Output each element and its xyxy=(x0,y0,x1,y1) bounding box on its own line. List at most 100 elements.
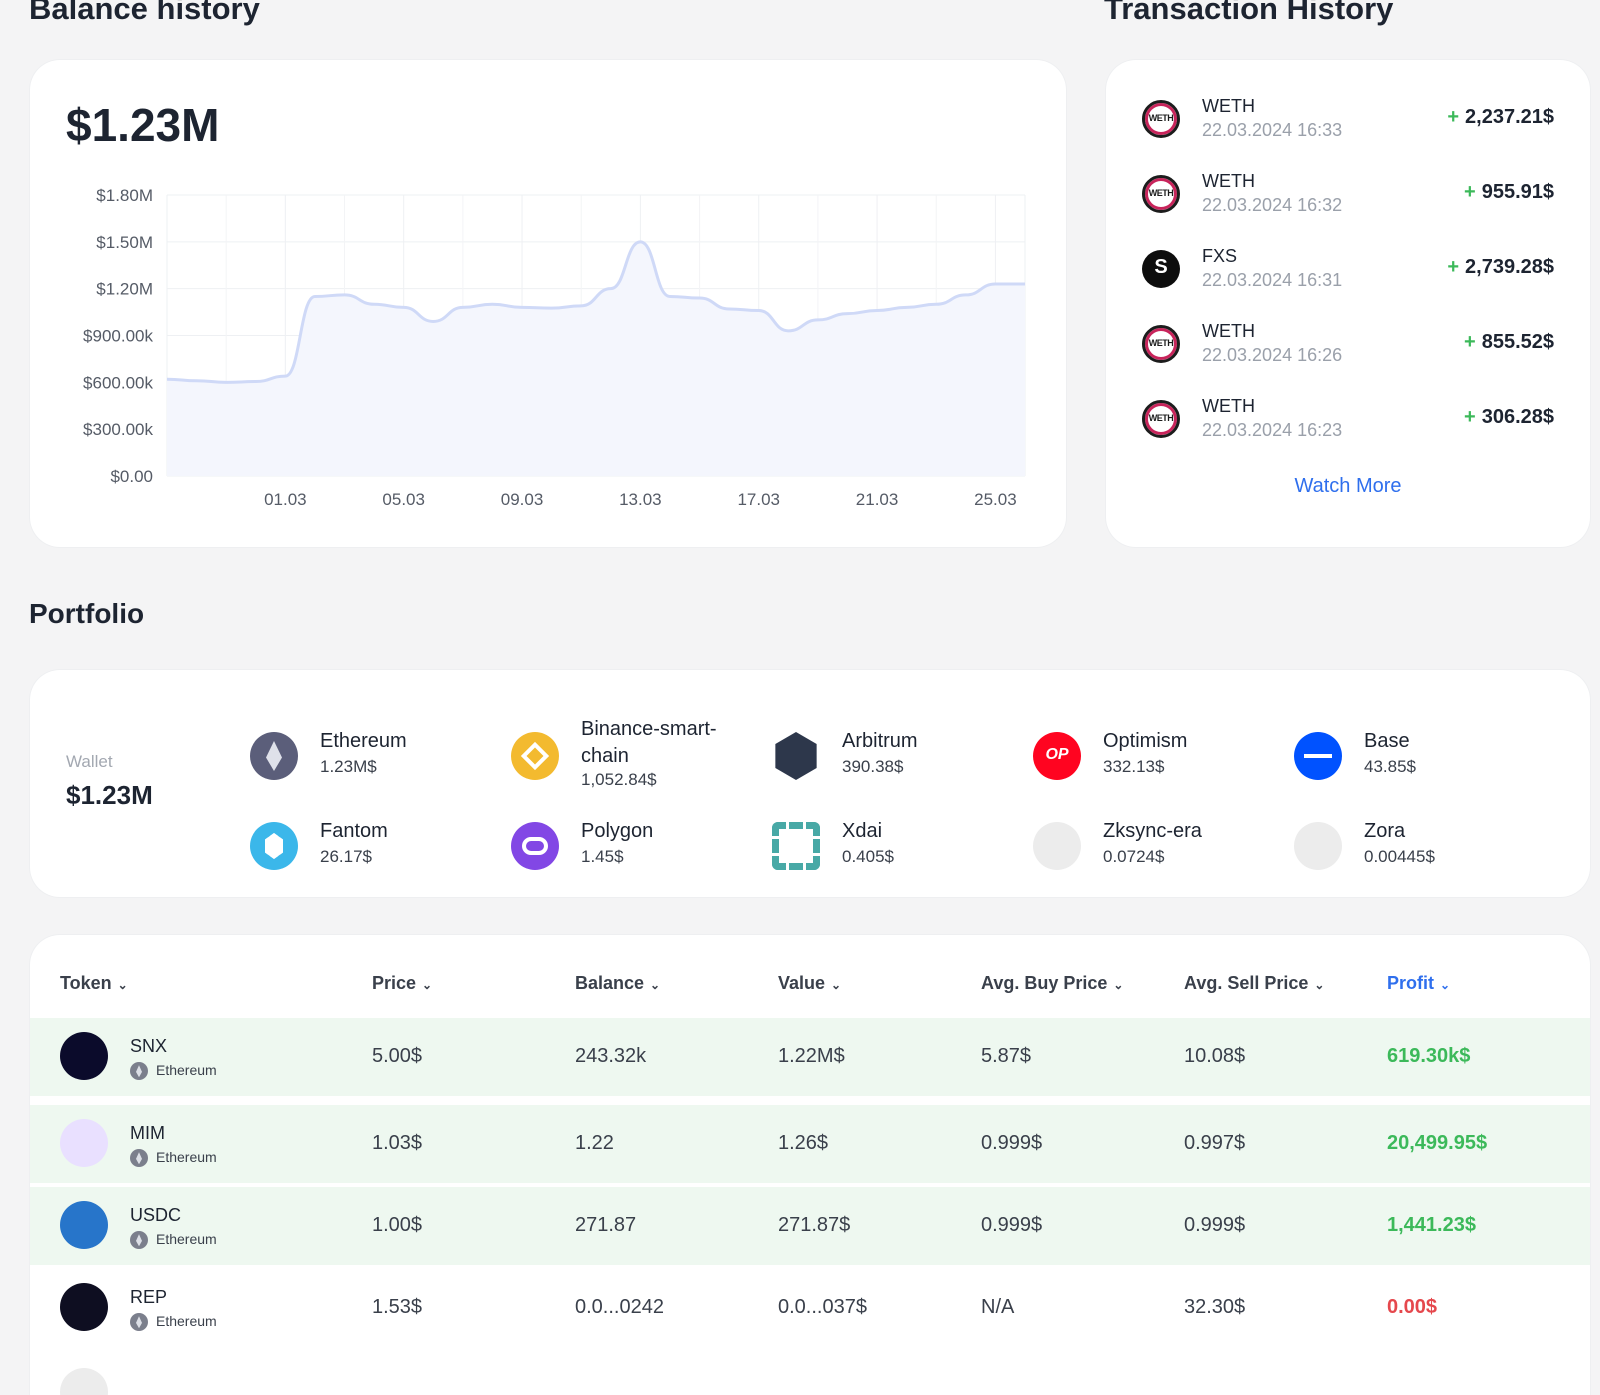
column-header-profit[interactable]: Profit⌄ xyxy=(1387,973,1450,994)
snx-icon xyxy=(60,1032,108,1080)
token-chain: Ethereum xyxy=(130,1149,217,1167)
column-header-balance[interactable]: Balance ⌄ xyxy=(575,973,660,994)
x-tick-label: 13.03 xyxy=(619,490,662,509)
cell-balance: 1.22 xyxy=(575,1132,614,1155)
column-header-token[interactable]: Token⌄ xyxy=(60,973,128,994)
cell-value: 0.0...037$ xyxy=(778,1296,867,1319)
plus-sign: + xyxy=(1464,331,1476,353)
transaction-date: 22.03.2024 16:33 xyxy=(1202,120,1342,141)
chevron-down-icon: ⌄ xyxy=(650,978,660,992)
x-tick-label: 09.03 xyxy=(501,490,544,509)
cell-avg-buy: 0.999$ xyxy=(981,1214,1042,1237)
amount-value: 855.52$ xyxy=(1482,331,1554,353)
network-name: Xdai xyxy=(842,820,882,843)
network-value: 1.45$ xyxy=(581,847,624,867)
fxs-icon: S xyxy=(1142,250,1180,288)
y-tick-label: $1.50M xyxy=(96,233,153,252)
column-header-price[interactable]: Price⌄ xyxy=(372,973,432,994)
amount-value: 955.91$ xyxy=(1482,181,1554,203)
token-symbol: SNX xyxy=(130,1036,167,1057)
x-tick-label: 05.03 xyxy=(382,490,425,509)
y-tick-label: $600.00k xyxy=(83,373,153,392)
mim-icon xyxy=(60,1119,108,1167)
token-symbol: MIM xyxy=(130,1123,165,1144)
network-name: Zora xyxy=(1364,820,1405,843)
cell-value: 1.26$ xyxy=(778,1132,828,1155)
cell-price: 1.53$ xyxy=(372,1296,422,1319)
usdc-icon xyxy=(60,1201,108,1249)
network-name: Base xyxy=(1364,730,1410,753)
cell-avg-sell: 32.30$ xyxy=(1184,1296,1245,1319)
x-tick-label: 17.03 xyxy=(737,490,780,509)
optimism-icon: OP xyxy=(1033,732,1081,780)
token-chain-label: Ethereum xyxy=(156,1313,217,1329)
binance-icon xyxy=(511,732,559,780)
base-icon xyxy=(1294,732,1342,780)
cell-profit: 619.30k$ xyxy=(1387,1045,1470,1068)
transaction-amount: +2,237.21$ xyxy=(1447,106,1554,129)
chevron-down-icon: ⌄ xyxy=(831,978,841,992)
balance-history-title: Balance history xyxy=(29,0,260,27)
cell-profit: 1,441.23$ xyxy=(1387,1214,1476,1237)
column-header-value[interactable]: Value⌄ xyxy=(778,973,841,994)
balance-chart[interactable]: $1.80M$1.50M$1.20M$900.00k$600.00k$300.0… xyxy=(30,60,1066,547)
cell-avg-buy: 5.87$ xyxy=(981,1045,1031,1068)
plus-sign: + xyxy=(1464,181,1476,203)
partial-row-icon xyxy=(60,1368,108,1395)
token-chain: Ethereum xyxy=(130,1313,217,1331)
x-tick-label: 01.03 xyxy=(264,490,307,509)
watch-more-link[interactable]: Watch More xyxy=(1106,475,1590,498)
network-value: 1,052.84$ xyxy=(581,770,657,790)
cell-avg-sell: 10.08$ xyxy=(1184,1045,1245,1068)
ethereum-icon xyxy=(130,1062,148,1080)
arbitrum-icon xyxy=(772,732,820,780)
chevron-down-icon: ⌄ xyxy=(118,978,128,992)
ethereum-icon xyxy=(130,1313,148,1331)
amount-value: 2,739.28$ xyxy=(1465,256,1554,278)
y-tick-label: $1.80M xyxy=(96,186,153,205)
network-name: Fantom xyxy=(320,820,388,843)
column-header-label: Balance xyxy=(575,973,644,993)
network-name: Ethereum xyxy=(320,730,407,753)
transaction-token: WETH xyxy=(1202,321,1255,342)
token-chain: Ethereum xyxy=(130,1062,217,1080)
y-tick-label: $900.00k xyxy=(83,327,153,346)
transaction-history-title: Transaction History xyxy=(1104,0,1393,27)
network-value: 26.17$ xyxy=(320,847,372,867)
network-name: Arbitrum xyxy=(842,730,918,753)
token-symbol: USDC xyxy=(130,1205,181,1226)
cell-avg-sell: 0.997$ xyxy=(1184,1132,1245,1155)
cell-profit: 0.00$ xyxy=(1387,1296,1437,1319)
weth-icon: WETH xyxy=(1142,400,1180,438)
plus-sign: + xyxy=(1464,406,1476,428)
transaction-date: 22.03.2024 16:23 xyxy=(1202,420,1342,441)
wallet-total-value: $1.23M xyxy=(66,780,153,811)
network-fantom[interactable]: Fantom 26.17$ xyxy=(250,810,490,880)
zksync-icon xyxy=(1033,822,1081,870)
column-header-avg-sell-price[interactable]: Avg. Sell Price⌄ xyxy=(1184,973,1324,994)
transaction-date: 22.03.2024 16:31 xyxy=(1202,270,1342,291)
token-chain-label: Ethereum xyxy=(156,1231,217,1247)
fantom-icon xyxy=(250,822,298,870)
transaction-token: WETH xyxy=(1202,171,1255,192)
column-header-avg-buy-price[interactable]: Avg. Buy Price⌄ xyxy=(981,973,1123,994)
